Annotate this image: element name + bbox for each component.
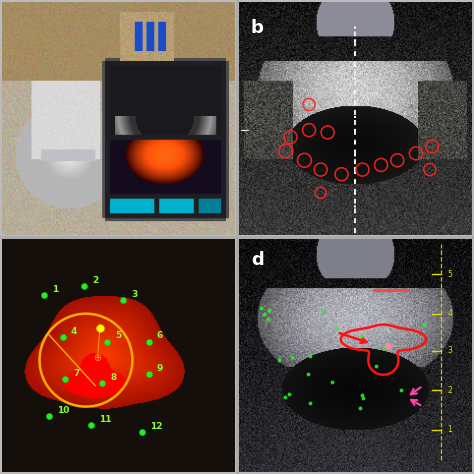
Text: 1: 1 [52,285,59,294]
Text: 5: 5 [115,331,121,340]
Text: 5: 5 [447,270,452,279]
Text: b: b [251,18,264,36]
Text: 9: 9 [157,364,163,373]
Text: 3: 3 [447,346,452,356]
Text: 6: 6 [157,331,163,340]
Text: 10: 10 [57,406,69,415]
Text: 4: 4 [447,309,452,318]
Text: 8: 8 [110,373,117,382]
Text: d: d [251,251,264,269]
Text: 7: 7 [73,369,80,378]
Text: 12: 12 [150,422,163,431]
Text: 11: 11 [99,415,111,424]
Text: ⊕: ⊕ [93,353,101,363]
Text: 4: 4 [71,327,77,336]
Text: 2: 2 [92,276,98,285]
Text: 2: 2 [447,386,452,395]
Text: 1: 1 [447,425,452,434]
Text: 3: 3 [131,290,137,299]
